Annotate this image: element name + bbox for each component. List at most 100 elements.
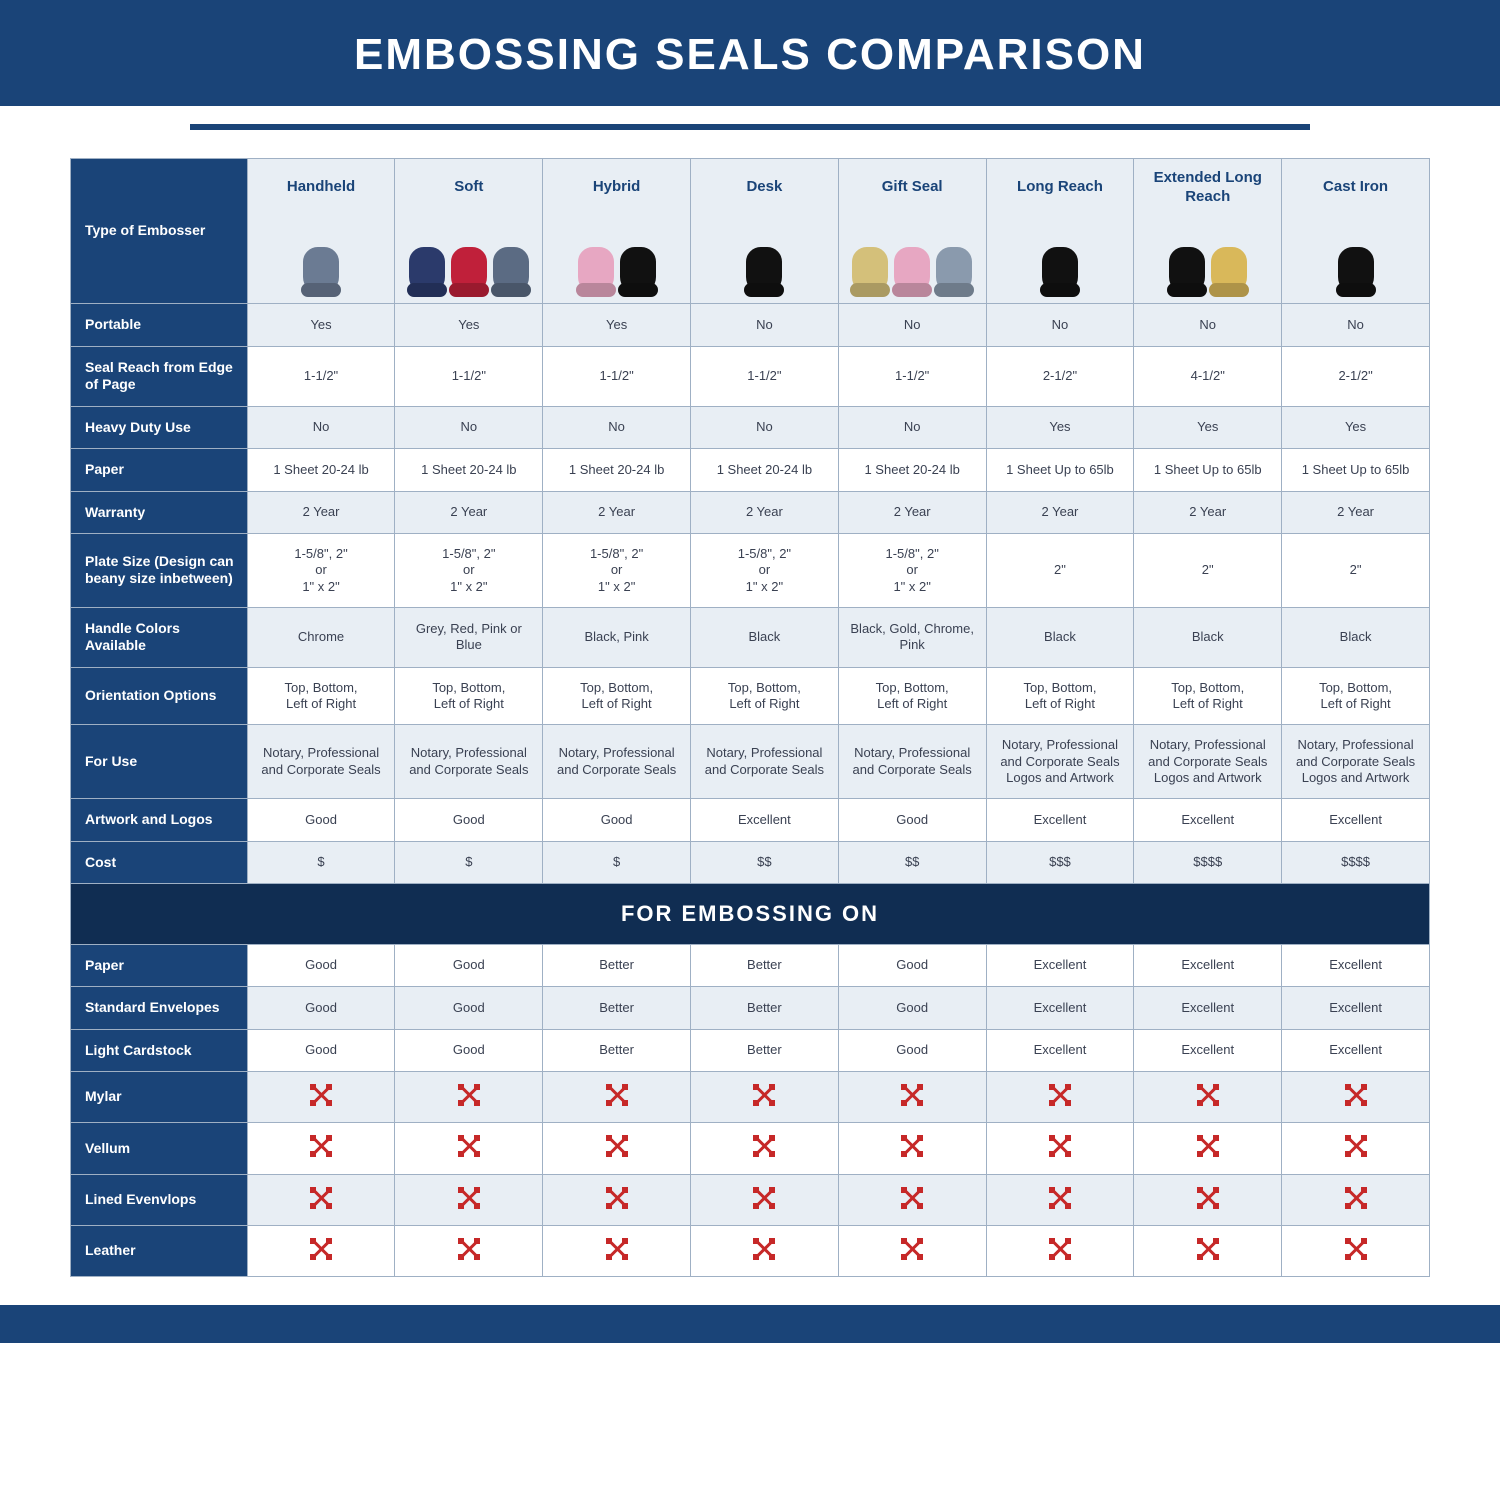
table-cell: 1-1/2"	[395, 346, 543, 406]
table-cell: Notary, Professional and Corporate Seals	[691, 725, 839, 799]
not-available-icon	[1049, 1135, 1071, 1157]
table-cell: Notary, Professional and Corporate Seals…	[986, 725, 1134, 799]
table-cell: No	[691, 406, 839, 449]
table-cell	[247, 1225, 395, 1276]
not-available-icon	[606, 1084, 628, 1106]
comparison-table-wrapper: Type of EmbosserHandheldSoftHybridDeskGi…	[0, 158, 1500, 1277]
table-cell: Excellent	[1134, 944, 1282, 987]
table-cell: 2 Year	[395, 491, 543, 534]
product-image-cell	[986, 209, 1134, 304]
table-cell	[838, 1225, 986, 1276]
table-cell	[543, 1174, 691, 1225]
table-cell: Good	[247, 987, 395, 1030]
row-label: Standard Envelopes	[71, 987, 248, 1030]
table-cell	[395, 1174, 543, 1225]
not-available-icon	[901, 1187, 923, 1209]
row-label: Portable	[71, 304, 248, 347]
table-row: Paper1 Sheet 20-24 lb1 Sheet 20-24 lb1 S…	[71, 449, 1430, 492]
header-row: Type of EmbosserHandheldSoftHybridDeskGi…	[71, 159, 1430, 209]
table-cell: $$	[691, 841, 839, 884]
table-row: Lined Evenvlops	[71, 1174, 1430, 1225]
row-label: Seal Reach from Edge of Page	[71, 346, 248, 406]
table-cell: $$$$	[1282, 841, 1430, 884]
not-available-icon	[1345, 1187, 1367, 1209]
table-cell	[543, 1072, 691, 1123]
table-row: Artwork and LogosGoodGoodGoodExcellentGo…	[71, 799, 1430, 842]
table-row: Heavy Duty UseNoNoNoNoNoYesYesYes	[71, 406, 1430, 449]
table-cell: 2"	[1282, 534, 1430, 608]
table-cell: Chrome	[247, 607, 395, 667]
table-cell: 1-1/2"	[838, 346, 986, 406]
not-available-icon	[458, 1135, 480, 1157]
table-cell: Notary, Professional and Corporate Seals	[838, 725, 986, 799]
table-cell: No	[395, 406, 543, 449]
not-available-icon	[606, 1187, 628, 1209]
table-cell: 1 Sheet 20-24 lb	[691, 449, 839, 492]
table-cell: Good	[247, 1029, 395, 1072]
table-cell: Good	[395, 1029, 543, 1072]
page-title: EMBOSSING SEALS COMPARISON	[0, 0, 1500, 106]
column-header: Hybrid	[543, 159, 691, 209]
table-cell: Top, Bottom,Left of Right	[691, 667, 839, 725]
section-header-row: FOR EMBOSSING ON	[71, 884, 1430, 945]
table-cell	[543, 1225, 691, 1276]
table-cell: No	[838, 406, 986, 449]
table-cell: Good	[838, 1029, 986, 1072]
table-cell: 1 Sheet 20-24 lb	[838, 449, 986, 492]
table-cell: Good	[395, 799, 543, 842]
table-row: For Use Notary, Professional and Corporat…	[71, 725, 1430, 799]
table-cell: 2 Year	[543, 491, 691, 534]
not-available-icon	[1197, 1187, 1219, 1209]
table-cell: Excellent	[1282, 987, 1430, 1030]
row-label: Heavy Duty Use	[71, 406, 248, 449]
not-available-icon	[310, 1187, 332, 1209]
row-label: Lined Evenvlops	[71, 1174, 248, 1225]
table-row: Plate Size (Design can beany size inbetw…	[71, 534, 1430, 608]
table-cell: Excellent	[1282, 944, 1430, 987]
image-row	[71, 209, 1430, 304]
table-cell	[986, 1072, 1134, 1123]
embosser-icon	[987, 209, 1134, 304]
table-cell: Good	[395, 987, 543, 1030]
table-cell: Black	[986, 607, 1134, 667]
not-available-icon	[1197, 1238, 1219, 1260]
table-row: Warranty2 Year2 Year2 Year2 Year2 Year2 …	[71, 491, 1430, 534]
row-label: Handle Colors Available	[71, 607, 248, 667]
table-row: Seal Reach from Edge of Page 1-1/2" 1-1/2"…	[71, 346, 1430, 406]
table-cell: Top, Bottom,Left of Right	[1282, 667, 1430, 725]
column-header: Extended Long Reach	[1134, 159, 1282, 209]
table-cell: $	[395, 841, 543, 884]
product-image-cell	[1134, 209, 1282, 304]
table-cell: Yes	[395, 304, 543, 347]
table-cell: No	[986, 304, 1134, 347]
table-cell	[691, 1225, 839, 1276]
table-cell: Black, Pink	[543, 607, 691, 667]
table-cell: $	[247, 841, 395, 884]
table-cell: Black	[1134, 607, 1282, 667]
table-cell	[838, 1123, 986, 1174]
row-label: Cost	[71, 841, 248, 884]
embosser-icon	[839, 209, 986, 304]
row-label: Light Cardstock	[71, 1029, 248, 1072]
table-cell: 1 Sheet 20-24 lb	[395, 449, 543, 492]
embosser-icon	[1134, 209, 1281, 304]
table-row: Vellum	[71, 1123, 1430, 1174]
comparison-table: Type of EmbosserHandheldSoftHybridDeskGi…	[70, 158, 1430, 1277]
row-label: For Use	[71, 725, 248, 799]
table-cell: 1 Sheet Up to 65lb	[986, 449, 1134, 492]
table-cell: 2 Year	[691, 491, 839, 534]
table-cell: 2-1/2"	[1282, 346, 1430, 406]
row-label-type: Type of Embosser	[71, 159, 248, 304]
table-cell: Better	[691, 1029, 839, 1072]
table-cell	[986, 1123, 1134, 1174]
table-row: PortableYesYesYesNoNoNoNoNo	[71, 304, 1430, 347]
not-available-icon	[753, 1187, 775, 1209]
table-cell: Excellent	[986, 987, 1134, 1030]
table-cell: No	[543, 406, 691, 449]
not-available-icon	[1345, 1135, 1367, 1157]
table-cell: No	[1282, 304, 1430, 347]
table-cell: Better	[543, 944, 691, 987]
table-row: Mylar	[71, 1072, 1430, 1123]
table-cell	[691, 1174, 839, 1225]
table-cell	[395, 1072, 543, 1123]
